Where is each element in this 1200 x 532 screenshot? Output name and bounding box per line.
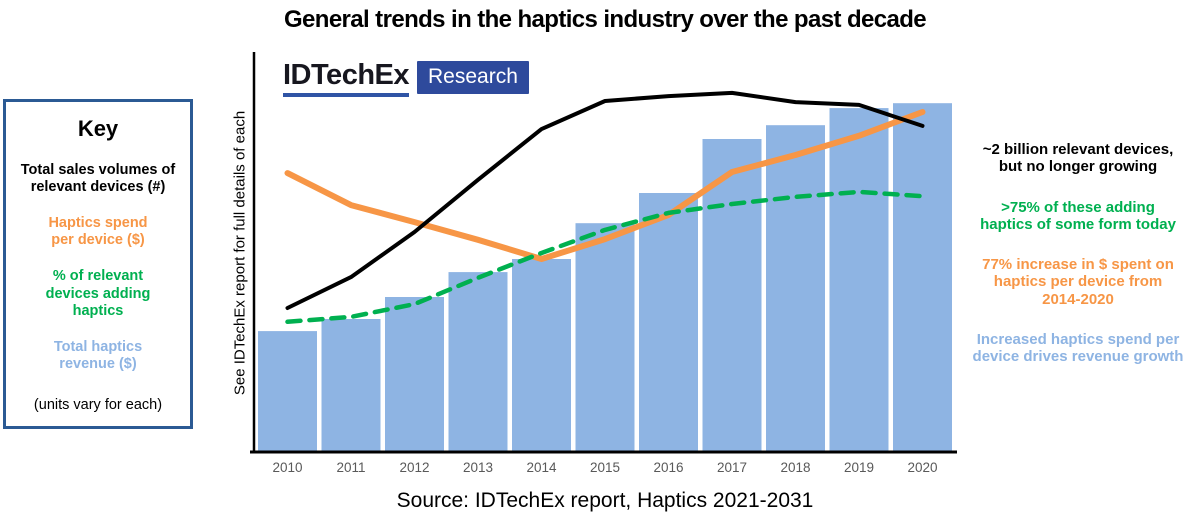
line-pct-devices-adding-haptics xyxy=(285,189,925,325)
idtechex-logo-text: IDTechEx xyxy=(283,61,410,97)
bar-2012 xyxy=(385,297,444,451)
bar-2014 xyxy=(512,259,571,451)
bar-2018 xyxy=(766,125,825,451)
line-total-sales-volumes xyxy=(285,90,925,310)
idtechex-logo: IDTechEx Research xyxy=(283,61,529,97)
key-item-haptics-revenue: Total haptics revenue ($) xyxy=(53,338,143,372)
bar-2020 xyxy=(893,103,952,451)
annotation-spend-increase: 77% increase in $ spent on haptics per d… xyxy=(982,256,1174,308)
y-axis-label: See IDTechEx report for full details of … xyxy=(231,110,249,396)
bar-2011 xyxy=(321,319,381,451)
x-tick-2015: 2015 xyxy=(590,460,620,475)
key-title: Key xyxy=(77,116,119,141)
bar-2010 xyxy=(258,331,317,451)
x-tick-2013: 2013 xyxy=(463,460,493,475)
x-tick-2014: 2014 xyxy=(526,460,557,475)
key-item-pct-adding: % of relevant devices adding haptics xyxy=(45,268,151,319)
annotation-devices: ~2 billion relevant devices, but no long… xyxy=(982,141,1174,176)
key-footnote: (units vary for each) xyxy=(33,396,163,413)
x-tick-2018: 2018 xyxy=(780,460,810,475)
x-tick-2016: 2016 xyxy=(653,460,683,475)
x-tick-2020: 2020 xyxy=(907,460,937,475)
bar-2016 xyxy=(639,193,698,451)
x-tick-2012: 2012 xyxy=(399,460,429,475)
x-tick-2011: 2011 xyxy=(336,460,365,475)
bar-2019 xyxy=(829,108,889,451)
bar-2017 xyxy=(702,139,762,451)
x-tick-2019: 2019 xyxy=(844,460,874,475)
source-caption: Source: IDTechEx report, Haptics 2021-20… xyxy=(396,489,814,512)
line-haptics-spend-per-device xyxy=(284,109,926,262)
key-box: Key Total sales volumes of relevant devi… xyxy=(3,99,193,429)
key-item-haptics-spend: Haptics spend per device ($) xyxy=(48,215,148,249)
x-tick-2010: 2010 xyxy=(272,460,302,475)
x-tick-2017: 2017 xyxy=(717,460,747,475)
research-badge: Research xyxy=(417,61,529,94)
key-item-sales-volumes: Total sales volumes of relevant devices … xyxy=(20,162,176,196)
page-title: General trends in the haptics industry o… xyxy=(283,6,927,33)
annotation-revenue-growth: Increased haptics spend per device drive… xyxy=(972,330,1184,365)
bar-2015 xyxy=(575,223,635,451)
bar-2013 xyxy=(448,272,508,451)
annotation-adoption: >75% of these adding haptics of some for… xyxy=(980,198,1176,233)
annotations-column: ~2 billion relevant devices, but no long… xyxy=(956,141,1200,365)
